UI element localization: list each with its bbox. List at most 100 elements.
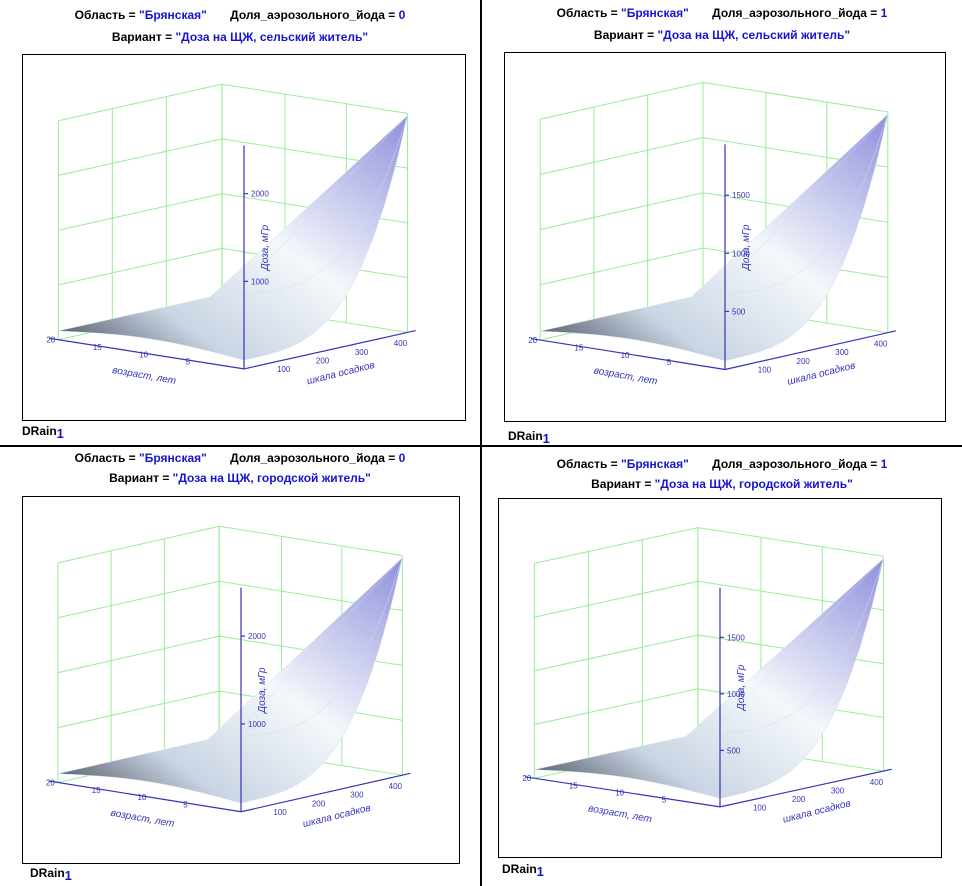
variant-value: "Доза на ЩЖ, городской житель" xyxy=(654,477,853,491)
x-tick-label: 10 xyxy=(615,789,624,798)
spacer xyxy=(689,457,712,471)
equals-sign: = xyxy=(607,457,622,471)
equals-sign: = xyxy=(643,28,658,42)
z-tick-label: 1000 xyxy=(727,690,745,699)
panel-2-x-axis-label: возраст, лет xyxy=(593,365,658,387)
y-tick-label: 200 xyxy=(792,795,806,804)
variant-value: "Доза на ЩЖ, сельский житель" xyxy=(657,28,851,42)
panel-4-z-axis-label: Доза, мГр xyxy=(736,664,747,711)
equals-sign: = xyxy=(866,457,881,471)
y-tick-label: 300 xyxy=(350,791,364,800)
equals-sign: = xyxy=(125,8,140,22)
variant-label: Вариант xyxy=(109,471,159,485)
z-tick-label: 2000 xyxy=(251,190,269,199)
y-tick-label: 400 xyxy=(874,339,888,348)
panel-1-axes: 2000 1000 20 15 10 5 100 200 300 400 xyxy=(46,145,416,374)
panel-4-header-region: Область = "Брянская" Доля_аэрозольного_й… xyxy=(482,457,962,471)
x-tick-label: 5 xyxy=(662,796,667,805)
variant-value: "Доза на ЩЖ, сельский житель" xyxy=(175,30,369,44)
equals-sign: = xyxy=(125,451,140,465)
panel-2-plot-frame[interactable]: 1500 1000 500 20 15 10 5 100 200 300 400 Доза, мГр в… xyxy=(504,52,946,422)
x-tick-label: 20 xyxy=(528,336,537,345)
panel-4-surface xyxy=(534,557,885,799)
iodine-value: 1 xyxy=(880,6,888,20)
x-tick-label: 10 xyxy=(139,350,148,359)
x-axis xyxy=(530,337,726,371)
z-tick-label: 2000 xyxy=(248,632,266,641)
variant-value: "Доза на ЩЖ, городской житель" xyxy=(172,471,371,485)
x-tick-label: 5 xyxy=(667,358,672,367)
equals-sign: = xyxy=(640,477,655,491)
variant-label: Вариант xyxy=(593,28,644,42)
region-value: "Брянская" xyxy=(139,8,207,22)
y-tick-label: 300 xyxy=(831,786,845,795)
panel-4-plot-frame[interactable]: 1500 1000 500 20 15 10 5 100 200 300 400 Доза, мГр в… xyxy=(498,498,942,858)
y-tick-label: 100 xyxy=(277,365,291,374)
x-axis xyxy=(48,337,245,370)
panel-3-x-axis-label: возраст, лет xyxy=(110,808,175,830)
panel-2-grid xyxy=(539,81,889,341)
panel-4-surface-plot[interactable]: 1500 1000 500 20 15 10 5 100 200 300 400 Доза, мГр в… xyxy=(499,499,941,857)
y-tick-label: 300 xyxy=(835,348,849,357)
panel-2-header-variant: Вариант = "Доза на ЩЖ, сельский житель" xyxy=(482,28,962,42)
variable-index: 1 xyxy=(536,864,544,879)
x-tick-label: 10 xyxy=(137,793,146,802)
variable-name: DRain xyxy=(22,424,57,438)
panel-1-surface xyxy=(58,114,408,361)
z-tick-label: 1500 xyxy=(727,633,745,642)
y-axis xyxy=(243,329,416,370)
variant-label: Вариант xyxy=(591,477,641,491)
variable-index: 1 xyxy=(64,868,72,883)
y-tick-label: 200 xyxy=(312,799,326,808)
x-tick-label: 15 xyxy=(93,343,102,352)
variable-index: 1 xyxy=(56,426,64,441)
panel-1-surface-plot[interactable]: 2000 1000 20 15 10 5 100 200 300 400 Доза, мГр возр… xyxy=(23,55,465,420)
panel-3-header-region: Область = "Брянская" Доля_аэрозольного_й… xyxy=(0,451,480,465)
variable-index: 1 xyxy=(542,431,550,446)
vertical-divider xyxy=(480,0,482,886)
panel-3-surface xyxy=(57,556,403,804)
panel-1-z-axis-label: Доза, мГр xyxy=(260,224,271,271)
iodine-value: 0 xyxy=(398,451,406,465)
panel-3-variable-label: DRain1 xyxy=(30,866,72,883)
panel-4-axes: 1500 1000 500 20 15 10 5 100 200 300 400 xyxy=(522,587,892,812)
panel-3-surface-plot[interactable]: 2000 1000 20 15 10 5 100 200 300 400 Доза, мГр возр… xyxy=(23,497,459,863)
x-tick-label: 15 xyxy=(92,786,101,795)
panel-3-plot-frame[interactable]: 2000 1000 20 15 10 5 100 200 300 400 Доза, мГр возр… xyxy=(22,496,460,864)
panel-3-z-axis-label: Доза, мГр xyxy=(257,667,268,714)
x-tick-label: 5 xyxy=(186,358,191,367)
panel-2-axes: 1500 1000 500 20 15 10 5 100 200 300 400 xyxy=(528,144,897,375)
region-value: "Брянская" xyxy=(621,6,689,20)
y-tick-label: 100 xyxy=(758,366,772,375)
y-axis xyxy=(724,330,897,371)
x-tick-label: 5 xyxy=(183,800,188,809)
equals-sign: = xyxy=(384,451,399,465)
variable-name: DRain xyxy=(508,429,543,443)
y-tick-label: 400 xyxy=(870,778,884,787)
z-tick-label: 1000 xyxy=(251,277,269,286)
panel-1-header-region: Область = "Брянская" Доля_аэрозольного_й… xyxy=(0,8,480,22)
panel-3-axes: 2000 1000 20 15 10 5 100 200 300 400 xyxy=(46,587,411,817)
y-axis xyxy=(240,772,411,813)
x-tick-label: 20 xyxy=(46,336,55,345)
y-tick-label: 300 xyxy=(355,348,369,357)
iodine-label: Доля_аэрозольного_йода xyxy=(712,6,867,20)
panel-4-variable-label: DRain1 xyxy=(502,862,544,879)
panel-2-surface-plot[interactable]: 1500 1000 500 20 15 10 5 100 200 300 400 Доза, мГр в… xyxy=(505,53,945,421)
x-tick-label: 15 xyxy=(569,781,578,790)
equals-sign: = xyxy=(384,8,399,22)
y-tick-label: 200 xyxy=(797,357,811,366)
variable-name: DRain xyxy=(502,862,537,876)
panel-2-surface xyxy=(540,113,889,361)
z-tick-label: 1000 xyxy=(248,720,266,729)
variant-label: Вариант xyxy=(111,30,162,44)
z-tick-label: 1000 xyxy=(732,249,750,258)
iodine-label: Доля_аэрозольного_йода xyxy=(230,451,385,465)
region-label: Область xyxy=(74,8,126,22)
y-tick-label: 400 xyxy=(394,339,408,348)
iodine-value: 1 xyxy=(880,457,888,471)
panel-4-header-variant: Вариант = "Доза на ЩЖ, городской житель" xyxy=(482,477,962,491)
region-label: Область xyxy=(74,451,126,465)
panel-1-plot-frame[interactable]: 2000 1000 20 15 10 5 100 200 300 400 Доза, мГр возр… xyxy=(22,54,466,421)
z-tick-label: 1500 xyxy=(732,191,750,200)
